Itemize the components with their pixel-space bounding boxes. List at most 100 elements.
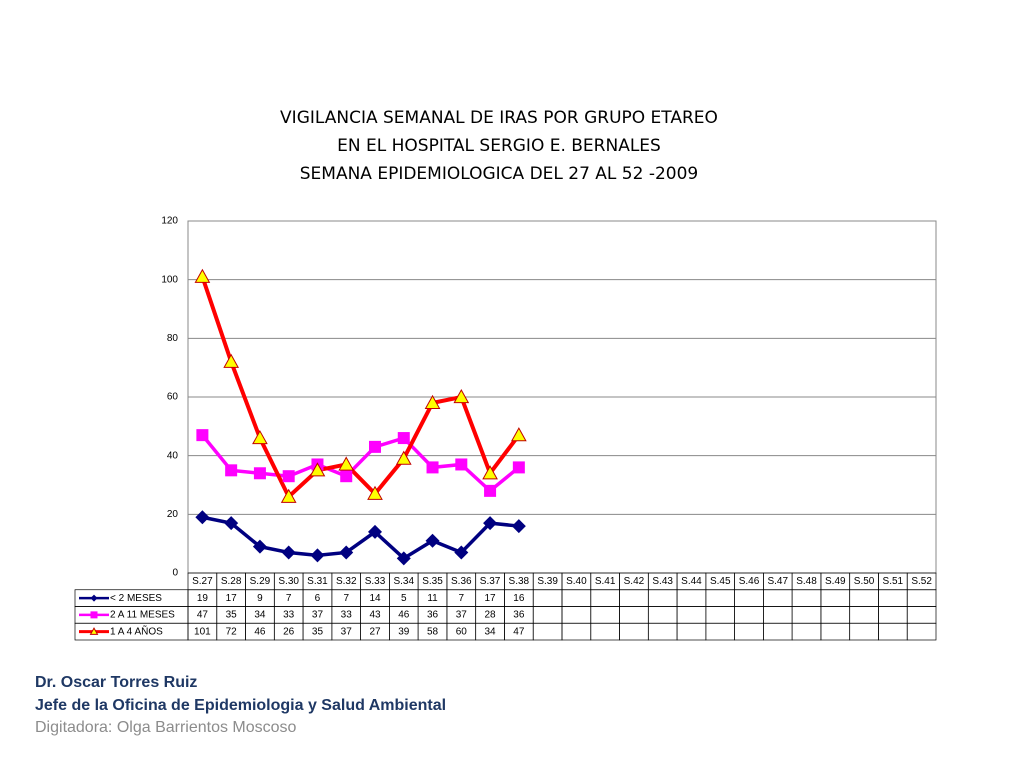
marker (424, 394, 441, 409)
data-label: 17 (226, 593, 238, 604)
table-cell (676, 622, 707, 641)
marker (369, 440, 381, 453)
x-tick-label: S.32 (336, 576, 357, 587)
data-label: 19 (197, 593, 209, 604)
marker (89, 627, 99, 635)
table-cell (734, 622, 764, 641)
y-tick-label: 0 (172, 568, 178, 579)
marker (223, 353, 240, 368)
marker (453, 388, 470, 404)
data-label: 39 (398, 626, 410, 637)
marker (310, 548, 325, 563)
table-cell (849, 622, 879, 641)
data-label: 46 (398, 610, 410, 621)
x-tick-label: S.52 (911, 576, 932, 587)
data-label: 34 (485, 626, 497, 637)
marker (309, 462, 326, 477)
data-label: 35 (312, 626, 324, 637)
y-tick-label: 120 (161, 216, 178, 227)
marker (510, 427, 527, 442)
data-label: 7 (343, 593, 349, 604)
legend-label: 1 A 4 AÑOS (110, 624, 163, 637)
author: Dr. Oscar Torres Ruiz (35, 674, 197, 691)
marker (282, 470, 295, 483)
marker (339, 545, 354, 560)
x-tick-label: S.28 (221, 576, 242, 587)
table-cell (676, 589, 707, 607)
table-cell (647, 589, 678, 607)
x-tick-label: S.30 (278, 576, 299, 587)
marker (482, 465, 498, 480)
data-label: 7 (286, 593, 292, 604)
legend-label: < 2 MESES (110, 593, 162, 604)
x-tick-label: S.38 (509, 576, 530, 587)
table-cell (561, 589, 592, 607)
data-label: 34 (254, 610, 266, 621)
data-label: 26 (283, 626, 295, 637)
marker (367, 485, 383, 500)
table-cell (906, 589, 937, 607)
marker (340, 470, 353, 483)
marker (483, 516, 498, 531)
x-tick-label: S.37 (480, 576, 501, 587)
x-tick-label: S.27 (192, 576, 213, 587)
chart-title: EN EL HOSPITAL SERGIO E. BERNALES (337, 136, 661, 156)
x-tick-label: S.40 (566, 576, 587, 587)
x-tick-label: S.51 (883, 576, 904, 587)
marker (224, 516, 239, 531)
data-label: 37 (312, 610, 324, 621)
data-label: 35 (226, 610, 238, 621)
marker (512, 461, 525, 474)
marker (426, 461, 439, 474)
data-label: 60 (456, 626, 468, 637)
data-label: 72 (226, 626, 238, 637)
series-line (200, 276, 521, 501)
marker (368, 524, 382, 539)
x-tick-label: S.50 (854, 576, 875, 587)
table-cell (734, 589, 764, 607)
data-label: 16 (513, 593, 525, 604)
data-label: 9 (257, 593, 263, 604)
table-cell (820, 606, 851, 624)
marker (454, 545, 469, 560)
series-line (202, 515, 520, 561)
table-cell (878, 622, 908, 641)
data-label: 47 (197, 610, 209, 621)
marker (396, 551, 411, 566)
table-cell (619, 606, 649, 624)
table-cell (532, 606, 563, 624)
x-tick-label: S.43 (652, 576, 673, 587)
table-cell (878, 606, 908, 624)
x-tick-label: S.33 (365, 576, 386, 587)
data-label: 58 (427, 626, 439, 637)
data-label: 33 (341, 610, 353, 621)
data-label: 17 (485, 593, 497, 604)
marker (252, 430, 268, 445)
y-tick-label: 60 (167, 392, 179, 403)
data-label: 27 (369, 626, 381, 637)
data-label: 7 (459, 593, 465, 604)
data-label: 43 (369, 610, 381, 621)
data-label: 6 (315, 593, 321, 604)
x-tick-label: S.34 (393, 576, 414, 587)
legend-label: 2 A 11 MESES (110, 610, 175, 621)
table-cell (820, 589, 851, 607)
table-cell (763, 589, 793, 607)
table-cell (619, 589, 649, 607)
table-cell (676, 606, 707, 624)
data-label: 5 (401, 593, 407, 604)
x-tick-label: S.49 (825, 576, 846, 587)
data-label: 37 (341, 626, 353, 637)
position: Jefe de la Oficina de Epidemiologia y Sa… (35, 697, 446, 714)
table-cell (647, 606, 678, 624)
data-label: 28 (485, 610, 497, 621)
marker (281, 545, 296, 560)
marker (90, 594, 98, 602)
data-label: 101 (194, 626, 211, 637)
data-label: 47 (513, 626, 525, 637)
marker (252, 539, 267, 554)
table-cell (590, 589, 620, 607)
data-label: 14 (369, 593, 381, 604)
table-cell (619, 622, 649, 641)
